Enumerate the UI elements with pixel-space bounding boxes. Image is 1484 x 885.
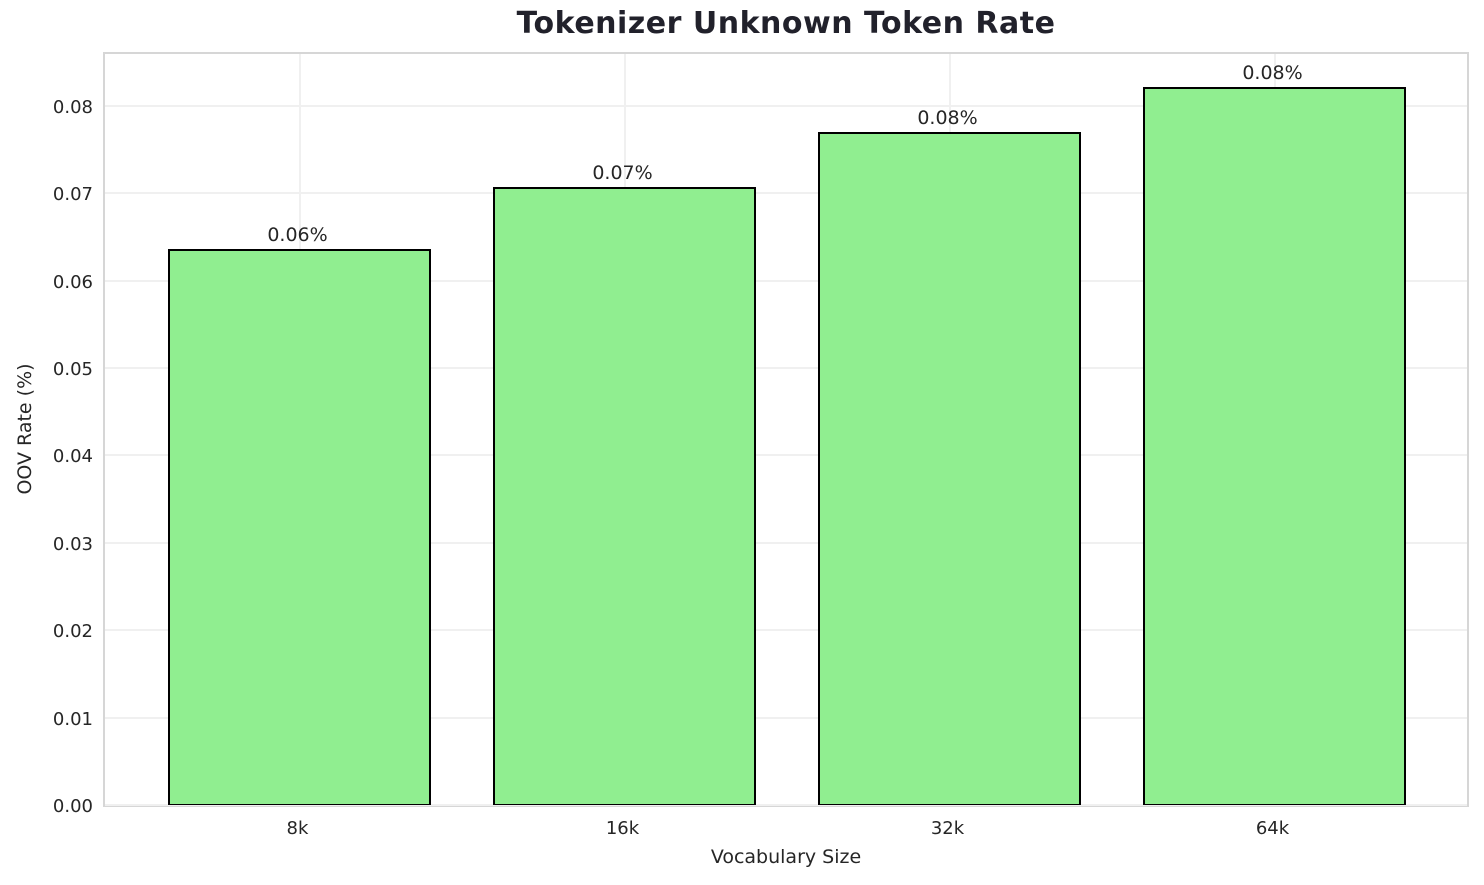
y-tick-label: 0.04: [52, 446, 93, 468]
y-tick-label: 0.07: [52, 184, 93, 206]
bar-64k: [1143, 87, 1406, 805]
bar-16k: [493, 187, 756, 805]
x-tick-label: 8k: [286, 818, 309, 839]
bar-value-label: 0.07%: [592, 162, 653, 184]
bar-value-label: 0.06%: [267, 224, 328, 246]
horizontal-gridline: [105, 192, 1467, 195]
y-tick-label: 0.05: [52, 359, 93, 381]
y-tick-label: 0.01: [52, 708, 93, 730]
plot-area: [103, 52, 1469, 807]
horizontal-gridline: [105, 104, 1467, 107]
chart-title: Tokenizer Unknown Token Rate: [516, 6, 1056, 41]
bar-value-label: 0.08%: [1242, 62, 1303, 84]
horizontal-gridline: [105, 454, 1467, 457]
bar-value-label: 0.08%: [917, 107, 978, 129]
y-axis-label-text: OOV Rate (%): [14, 363, 36, 495]
y-tick-label: 0.08: [52, 96, 93, 118]
bar-32k: [818, 132, 1081, 805]
x-tick-label: 32k: [930, 818, 965, 839]
x-axis-label: Vocabulary Size: [710, 846, 862, 868]
y-tick-label: 0.00: [52, 796, 93, 817]
y-tick-label: 0.02: [52, 621, 93, 643]
horizontal-gridline: [105, 629, 1467, 632]
x-tick-label: 16k: [605, 818, 640, 839]
horizontal-gridline: [105, 367, 1467, 370]
y-tick-label: 0.03: [52, 533, 93, 555]
horizontal-gridline: [105, 716, 1467, 719]
y-tick-label: 0.06: [52, 271, 93, 293]
bar-8k: [168, 249, 431, 805]
horizontal-gridline: [105, 804, 1467, 806]
x-tick-label: 64k: [1255, 818, 1290, 839]
horizontal-gridline: [105, 279, 1467, 282]
horizontal-gridline: [105, 541, 1467, 544]
